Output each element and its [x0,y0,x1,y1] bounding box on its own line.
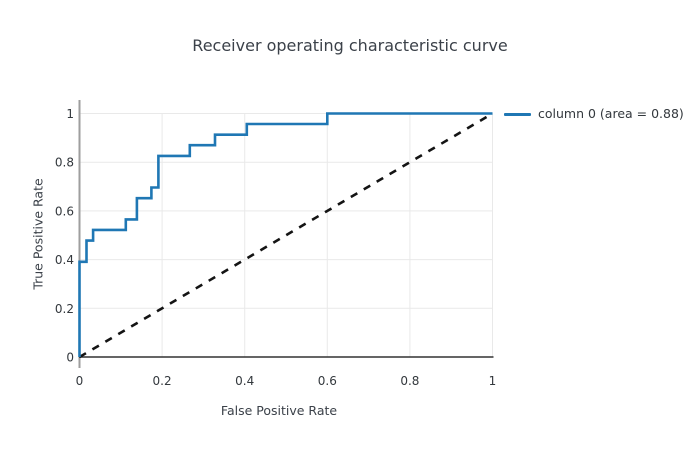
y-axis-title: True Positive Rate [30,178,46,290]
chart-title: Receiver operating characteristic curve [192,36,508,55]
x-tick-label: 0.8 [400,374,419,388]
roc-curve-line [78,112,493,357]
y-tick-label: 1 [66,107,74,121]
x-tick-label: 0 [76,374,84,388]
x-tick-label: 0.4 [235,374,254,388]
y-tick-label: 0.8 [55,156,74,170]
y-tick-label: 0.2 [55,302,74,316]
legend-label[interactable]: column 0 (area = 0.88) [538,106,684,121]
x-tick-label: 1 [489,374,497,388]
x-tick-label: 0.6 [318,374,337,388]
y-tick-label: 0 [66,351,74,365]
x-tick-label: 0.2 [153,374,172,388]
chance-diagonal-line [78,112,494,359]
x-axis-title: False Positive Rate [220,403,338,418]
y-tick-label: 0.4 [55,253,74,267]
legend: column 0 (area = 0.88) [504,106,684,122]
legend-line-swatch [504,112,531,116]
y-tick-label: 0.6 [55,204,74,218]
